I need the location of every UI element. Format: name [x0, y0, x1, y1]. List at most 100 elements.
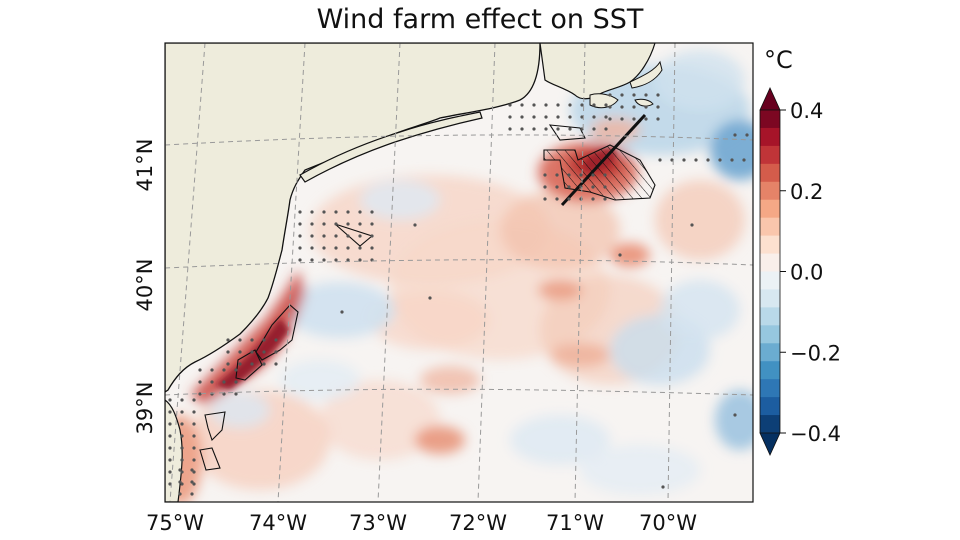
stipple-dot [310, 258, 314, 262]
lon-label-74w: 74°W [249, 511, 307, 535]
stipple-dot [567, 197, 571, 201]
stipple-dot [620, 93, 624, 97]
stipple-dot [234, 392, 238, 396]
stipple-dot [346, 246, 350, 250]
stipple-dot [198, 380, 202, 384]
stipple-dot [168, 398, 172, 402]
stipple-dot [180, 434, 184, 438]
stipple-dot [334, 210, 338, 214]
sst-anomaly-field [165, 50, 753, 502]
stipple-dot [603, 185, 607, 189]
stipple-dot [298, 246, 302, 250]
stipple-dot [568, 127, 572, 131]
stipple-dot [591, 173, 595, 177]
stipple-dot [358, 210, 362, 214]
colorbar-band [760, 181, 780, 201]
stipple-dot [192, 398, 196, 402]
stipple-dot [298, 258, 302, 262]
stipple-dot [618, 253, 622, 257]
colorbar-tick-label: 0.2 [790, 180, 823, 204]
stipple-dot [310, 210, 314, 214]
colorbar-band [760, 289, 780, 308]
stipple-dot [192, 458, 196, 462]
stipple-dot [413, 223, 417, 227]
stipple-dot [620, 105, 624, 109]
colorbar-max-extend [759, 87, 781, 111]
lat-label-41n: 41°N [133, 139, 157, 192]
stipple-dot [180, 398, 184, 402]
stipple-dot [508, 127, 512, 131]
transect-line [560, 113, 647, 207]
stipple-dot [262, 350, 266, 354]
chart-title: Wind farm effect on SST [316, 4, 644, 35]
stipple-dot [603, 197, 607, 201]
stipple-dot [555, 197, 559, 201]
lat-label-40n: 40°N [133, 259, 157, 312]
stipple-dot [608, 117, 612, 121]
stipple-dot [656, 105, 660, 109]
stipple-dot [733, 413, 737, 417]
stipple-dot [632, 117, 636, 121]
stipple-dot [682, 158, 686, 162]
colorbar-band [760, 325, 780, 344]
stipple-dot [180, 410, 184, 414]
colorbar-unit: °C [764, 46, 793, 74]
stipple-dot [322, 210, 326, 214]
stipple-dot [192, 422, 196, 426]
stipple-dot [298, 234, 302, 238]
stipple-dot [579, 173, 583, 177]
graticule-grid [165, 43, 753, 502]
stipple-dot [620, 117, 624, 121]
stipple-dot [238, 350, 242, 354]
stipple-dot [238, 362, 242, 366]
stipple-dot [428, 296, 432, 300]
stipple-dot [226, 362, 230, 366]
colorbar-tick-label: −0.4 [790, 422, 841, 446]
lon-label-73w: 73°W [349, 511, 407, 535]
stipple-dot [608, 105, 612, 109]
stipple-dot [568, 115, 572, 119]
stipple-dot [222, 380, 226, 384]
stipple-dot [603, 173, 607, 177]
stipple-dot [604, 115, 608, 119]
stipple-dot [706, 158, 710, 162]
stipple-dot [334, 222, 338, 226]
stipple-dot [580, 115, 584, 119]
stipple-dot [520, 103, 524, 107]
stipple-dot [234, 368, 238, 372]
stipple-dot [532, 115, 536, 119]
stipple-dot [192, 470, 196, 474]
colorbar-band [760, 397, 780, 416]
stipple-dot [508, 115, 512, 119]
stipple-dot [543, 173, 547, 177]
stipple-dot [180, 446, 184, 450]
stipple-dot [262, 338, 266, 342]
colorbar-band [760, 110, 780, 129]
stipple-dot [274, 338, 278, 342]
stipple-dot [298, 222, 302, 226]
colorbar-band [760, 199, 780, 219]
stipple-dot [661, 485, 665, 489]
stipple-dot [370, 234, 374, 238]
latitude-labels: 39°N 40°N 41°N [133, 139, 157, 435]
stipple-dot [340, 310, 344, 314]
stipple-dot [632, 105, 636, 109]
stipple-dot [210, 380, 214, 384]
stipple-dot [192, 482, 196, 486]
stipple-dot [358, 258, 362, 262]
stipple-dot [168, 446, 172, 450]
stipple-dot [346, 210, 350, 214]
stipple-dot [568, 103, 572, 107]
stipple-dot [168, 482, 172, 486]
stipple-dot [718, 158, 722, 162]
colorbar-band [760, 271, 780, 290]
stipple-dot [742, 158, 746, 162]
stipple-dot [370, 210, 374, 214]
stipple-dot [694, 158, 698, 162]
lon-label-75w: 75°W [146, 511, 204, 535]
stipple-dot [346, 234, 350, 238]
stipple-dot [592, 103, 596, 107]
stipple-dot [198, 392, 202, 396]
colorbar [759, 87, 781, 456]
